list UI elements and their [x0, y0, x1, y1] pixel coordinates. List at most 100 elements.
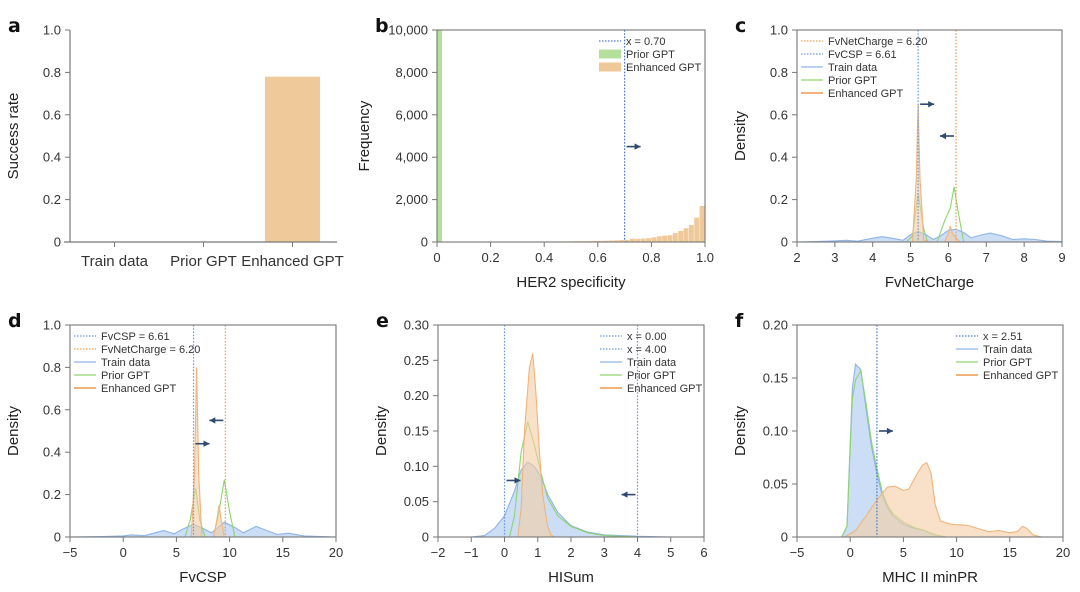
legend-item-label: Train data [627, 357, 677, 369]
y-tick-label: 0.2 [43, 487, 61, 502]
panel-letter: c [735, 15, 746, 37]
histogram-bar [683, 228, 689, 242]
y-tick-label: 1.0 [770, 23, 788, 38]
x-tick-label: 15 [1003, 545, 1017, 560]
histogram-bar [694, 217, 700, 242]
panel-b: b 0 0.2 0.4 0.6 0.8 1.0 HER2 specificity 0 2,000 4… [356, 15, 714, 291]
histogram-bar [603, 240, 609, 242]
y-axis-label: Frequency [356, 100, 373, 171]
density-fill-train-data [797, 229, 1062, 242]
histogram-bar [635, 238, 641, 242]
y-axis-label: Density [5, 405, 22, 456]
x-tick-label: 0 [847, 545, 854, 560]
plot-frame [69, 324, 337, 538]
y-tick-label: 0.10 [404, 459, 429, 474]
x-tick-label: 5 [667, 545, 674, 560]
x-tick-label: −5 [63, 545, 78, 560]
density-fill-enhanced-gpt [797, 462, 1063, 537]
histogram-bar [667, 235, 673, 242]
density-fill-train-data [797, 364, 1063, 537]
x-tick-label: 20 [329, 545, 343, 560]
y-tick-label: 0.8 [43, 360, 61, 375]
legend-item-label: x = 0.70 [626, 36, 665, 48]
histogram-bar [699, 205, 705, 242]
panel-letter: d [8, 310, 22, 332]
y-tick-label: 4,000 [395, 150, 428, 165]
y-tick-label: 0.05 [404, 494, 429, 509]
density-line-prior-gpt [797, 186, 1062, 242]
direction-arrow-head [621, 491, 628, 498]
panel-c: c 2 3 4 5 6 7 8 9 FvNetCharge 0 0.2 0.4 0.6 0.8 1.0 Dens… [732, 15, 1066, 291]
panel-letter: f [735, 310, 744, 332]
panel-letter: e [376, 310, 389, 332]
y-tick-label: 1.0 [43, 23, 61, 38]
x-tick-label: 15 [276, 545, 290, 560]
legend-item-swatch [599, 49, 621, 59]
y-tick-label: 0.10 [763, 424, 788, 439]
legend-item-label: Prior GPT [828, 75, 877, 87]
legend-item-label: Prior GPT [626, 49, 675, 61]
y-axis-label: Success rate [5, 93, 22, 180]
legend-item-label: Enhanced GPT [983, 370, 1058, 382]
density-line-prior-gpt [70, 479, 336, 537]
density-line-enhanced-gpt [797, 104, 1062, 242]
panel-a: a Train data Prior GPT Enhanced GPT 0 0.2 0.4 0… [5, 15, 344, 270]
y-tick-label: 0.6 [43, 107, 61, 122]
x-tick-label: 1.0 [696, 250, 714, 265]
direction-arrow-head [928, 101, 935, 108]
legend-item-label: Train data [983, 344, 1033, 356]
x-tick-label: Prior GPT [170, 253, 237, 270]
x-tick-label: 5 [173, 545, 180, 560]
x-tick-label: 5 [900, 545, 907, 560]
x-tick-label: 4 [634, 545, 641, 560]
legend-item-label: Enhanced GPT [626, 62, 701, 74]
y-tick-label: 0 [781, 530, 788, 545]
y-axis-label: Density [732, 405, 749, 456]
legend-item-label: x = 0.00 [627, 331, 666, 343]
x-tick-label: −5 [790, 545, 805, 560]
histogram-bar [678, 230, 684, 242]
histogram-bar [656, 236, 662, 242]
legend-item-label: Prior GPT [627, 370, 676, 382]
legend-item-label: Enhanced GPT [101, 383, 176, 395]
histogram-bar [688, 225, 694, 242]
histogram-bar [672, 233, 678, 242]
x-tick-label: 2 [793, 250, 800, 265]
y-tick-label: 8,000 [395, 65, 428, 80]
direction-arrow-head [209, 417, 216, 424]
density-line-prior-gpt [438, 421, 704, 537]
histogram-bar [651, 237, 657, 242]
histogram-bar [613, 240, 619, 242]
x-tick-label: 10 [222, 545, 236, 560]
legend-item-label: Enhanced GPT [627, 383, 702, 395]
y-tick-label: 0.6 [43, 402, 61, 417]
x-tick-label: 8 [1021, 250, 1028, 265]
x-axis-label: MHC II minPR [882, 569, 978, 586]
x-axis-label: HISum [548, 569, 594, 586]
x-tick-label: 5 [907, 250, 914, 265]
y-tick-label: 0.2 [770, 192, 788, 207]
plot-area [70, 325, 336, 537]
legend-item-label: Prior GPT [101, 370, 150, 382]
histogram-bar [619, 240, 625, 242]
legend-item-label: Prior GPT [983, 357, 1032, 369]
x-axis-label: HER2 specificity [516, 274, 626, 291]
histogram-bar [629, 238, 635, 242]
plot-frame [796, 29, 1063, 243]
x-tick-label: 10 [949, 545, 963, 560]
density-line-train-data [797, 228, 1062, 242]
y-tick-label: 0.6 [770, 107, 788, 122]
direction-arrow-head [634, 143, 641, 150]
histogram-bar [597, 240, 603, 242]
x-tick-label: 4 [869, 250, 876, 265]
density-fill-enhanced-gpt [797, 104, 1062, 242]
y-tick-label: 0 [54, 235, 61, 250]
plot-area [797, 30, 1062, 242]
x-tick-label: −1 [464, 545, 479, 560]
panel-letter: b [375, 15, 389, 37]
y-tick-label: 0.15 [404, 424, 429, 439]
y-tick-label: 0.4 [43, 150, 61, 165]
density-line-enhanced-gpt [70, 367, 336, 537]
